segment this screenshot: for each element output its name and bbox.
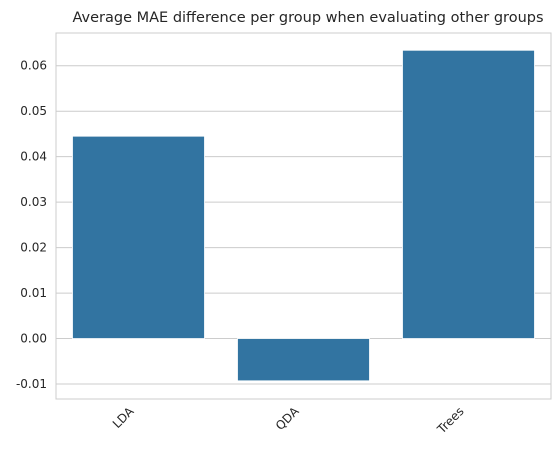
y-tick-label: 0.04 [20, 150, 47, 164]
x-tick-label: QDA [273, 404, 302, 433]
bar-trees [402, 49, 535, 339]
y-tick-label: -0.01 [16, 377, 47, 391]
y-tick-label: 0.06 [20, 59, 47, 73]
chart-title: Average MAE difference per group when ev… [72, 10, 543, 26]
x-tick-label: Trees [434, 404, 467, 437]
bar-qda [237, 338, 370, 382]
y-axis: -0.01 0.00 0.01 0.02 0.03 0.04 0.05 0.06 [16, 59, 47, 391]
y-tick-label: 0.02 [20, 241, 47, 255]
y-tick-label: 0.03 [20, 195, 47, 209]
y-tick-label: 0.01 [20, 286, 47, 300]
x-axis: LDA QDA Trees [110, 404, 467, 437]
bars [72, 49, 535, 382]
y-tick-label: 0.05 [20, 104, 47, 118]
plot-frame [55, 32, 552, 400]
x-tick-label: LDA [110, 404, 137, 431]
y-tick-label: 0.00 [20, 332, 47, 346]
bar-lda [72, 135, 205, 339]
